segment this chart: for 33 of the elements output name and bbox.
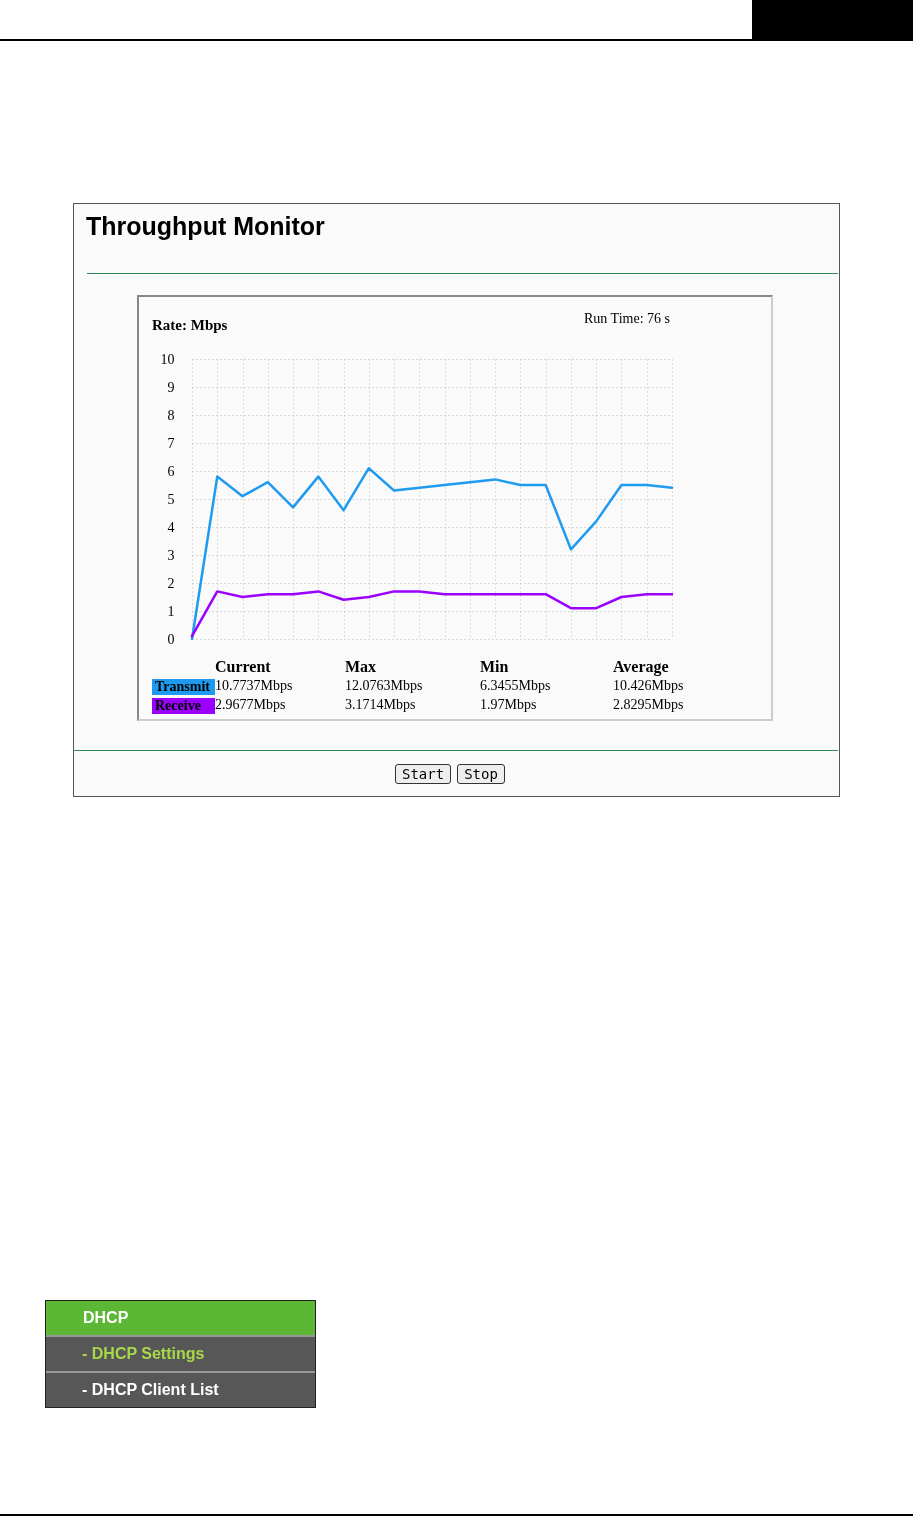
text: Run Time: 76 s <box>584 311 670 327</box>
text: Stop <box>457 764 505 784</box>
text: Min <box>480 658 510 676</box>
chart-title: Throughput Monitor <box>86 212 325 241</box>
y-tick-label: 7 <box>167 435 175 451</box>
text: Current <box>215 658 272 676</box>
text: Average <box>613 658 670 676</box>
y-tick-label: 4 <box>167 519 175 535</box>
text: 3.1714Mbps <box>345 695 417 714</box>
y-axis-title: Rate: Mbps <box>152 317 228 334</box>
y-tick-label: 5 <box>167 491 175 507</box>
text: Start <box>395 764 452 784</box>
text: 2.8295Mbps <box>613 695 685 714</box>
y-tick-label: 10 <box>160 351 175 367</box>
text: Receive <box>152 698 215 714</box>
text: Transmit <box>152 679 215 695</box>
y-tick-label: 0 <box>167 631 175 647</box>
text: 1.97Mbps <box>480 695 538 714</box>
y-tick-label: 2 <box>167 575 175 591</box>
text: 12.0763Mbps <box>345 676 424 695</box>
y-tick-label: 9 <box>167 379 175 395</box>
text: 6.3455Mbps <box>480 676 552 695</box>
text: - DHCP Client List <box>46 1371 315 1407</box>
y-tick-label: 3 <box>167 547 175 563</box>
text: 10.426Mbps <box>613 676 685 695</box>
y-tick-label: 8 <box>167 407 175 423</box>
text: DHCP <box>46 1301 315 1335</box>
text: 2.9677Mbps <box>215 695 287 714</box>
text: 10.7737Mbps <box>215 676 294 695</box>
text: - DHCP Settings <box>46 1335 315 1371</box>
y-tick-label: 6 <box>167 463 175 479</box>
y-tick-label: 1 <box>167 603 175 619</box>
text: Max <box>345 658 378 676</box>
